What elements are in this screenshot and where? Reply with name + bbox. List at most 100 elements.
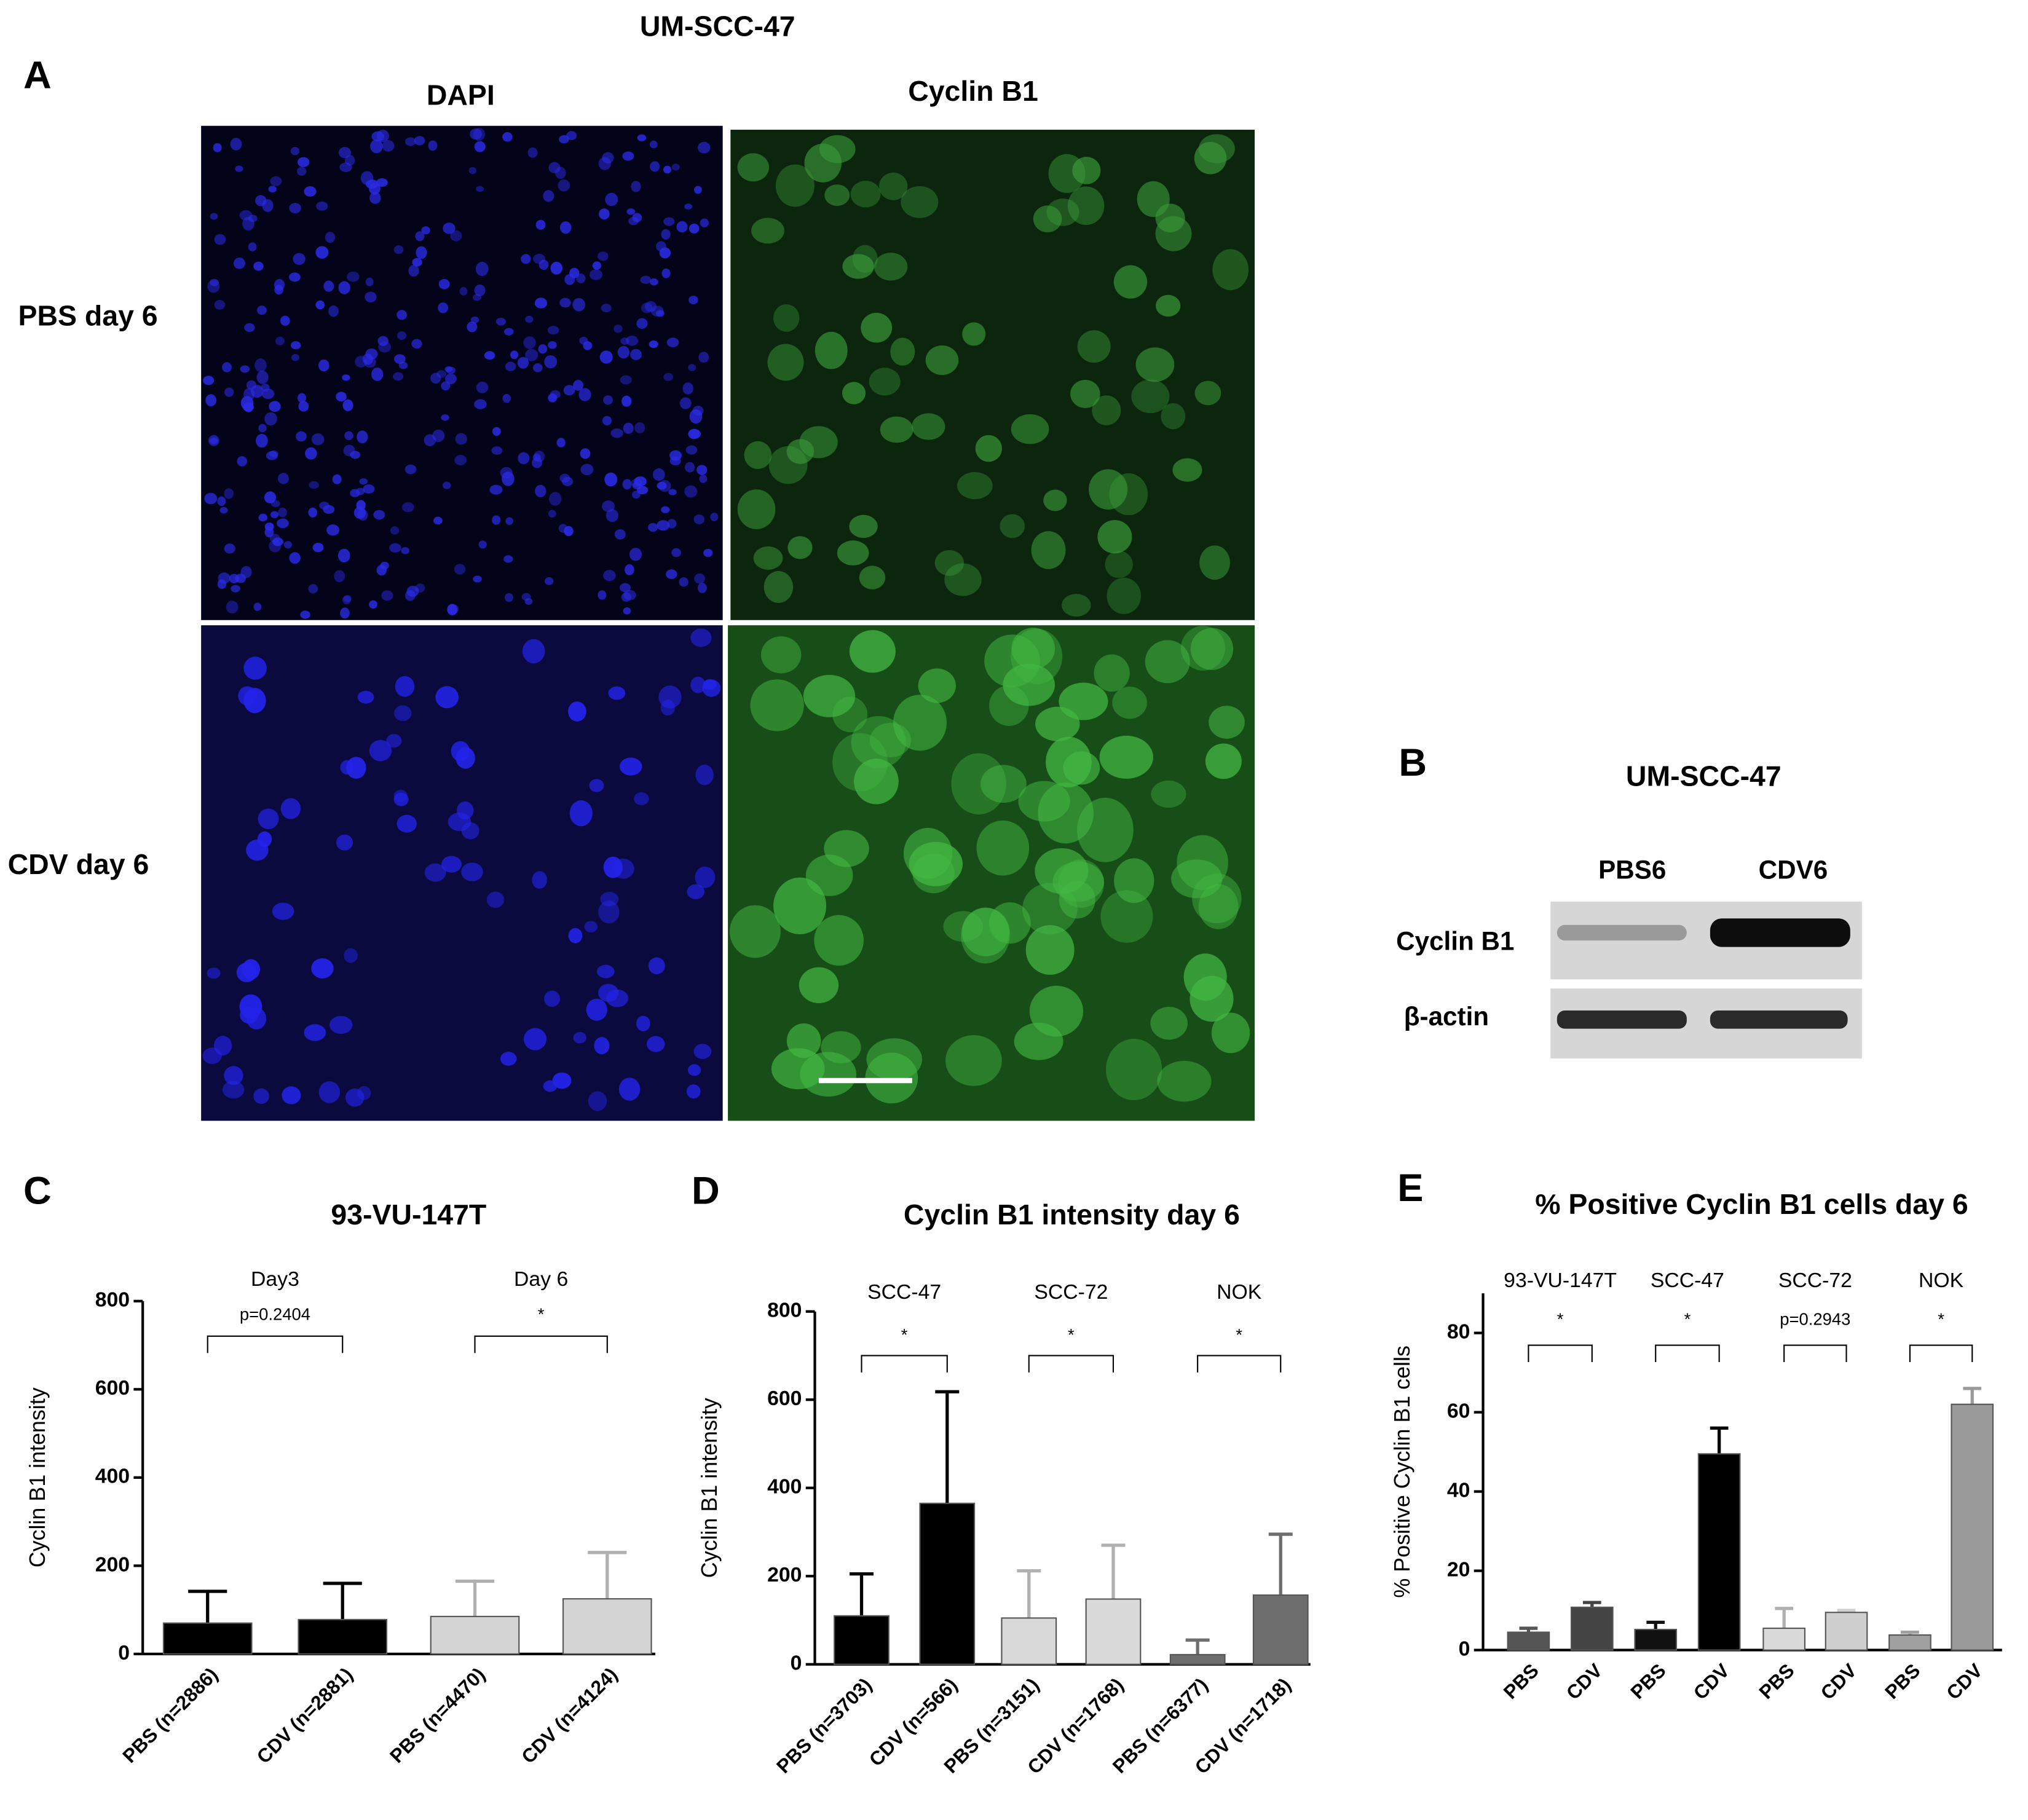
cell [269,401,281,412]
cell [699,474,708,483]
cell [559,297,571,308]
cell [634,792,649,806]
cell [1067,186,1105,226]
bar [919,1502,976,1665]
cell [365,348,378,360]
cell [253,261,264,271]
cell [961,907,1010,964]
significance-label: * [1068,1325,1075,1344]
cell [377,336,389,346]
bar [1169,1653,1226,1665]
group-label: SCC-72 [1778,1269,1852,1292]
cell [280,798,301,819]
cell [297,157,310,167]
cell [1048,154,1086,193]
cell [304,186,317,197]
cell [280,315,290,326]
cell [943,911,984,942]
cell [799,967,839,1004]
cell [621,395,632,407]
cell [475,261,489,277]
cell [381,590,393,601]
cell [636,1015,650,1031]
cell [688,223,700,234]
cell [851,715,906,768]
cell [832,733,888,792]
cell [679,577,688,587]
cell [342,595,351,605]
cell [269,540,282,553]
cell [441,856,462,873]
cell [656,241,666,252]
cell [573,1031,586,1044]
cell [461,862,483,881]
cell [671,163,680,171]
cell [703,548,713,557]
cell [369,192,381,204]
bar [1001,1617,1057,1665]
cell [203,376,215,385]
y-tick-label: 800 [767,1299,802,1322]
cell [934,550,965,576]
cell [535,484,546,498]
cell [264,522,274,531]
y-tick-label: 0 [791,1652,802,1675]
cell [1113,265,1148,299]
cell [404,137,416,146]
y-tick-label: 800 [95,1288,130,1312]
cell [548,162,561,173]
cell [340,607,350,619]
cell [401,502,414,513]
significance-bracket [1655,1344,1720,1363]
cell [272,902,294,920]
cell [456,747,475,769]
cell [318,1081,341,1103]
bar [1570,1606,1614,1651]
cell [874,253,908,281]
cell [257,305,267,315]
cell [650,278,658,286]
cell [799,426,838,459]
cell [650,161,660,172]
lane-label: PBS6 [1598,855,1666,884]
cell [737,153,769,182]
cell [1070,379,1100,408]
cell [224,1066,243,1085]
cell [393,792,409,806]
cell [510,350,519,360]
cell [275,336,285,345]
cell [744,441,772,469]
cell [1043,489,1067,511]
cell [366,179,379,189]
cell [344,431,353,441]
cell [599,208,610,220]
group-label: SCC-72 [1034,1280,1108,1304]
cell [393,705,412,722]
cell [1105,551,1133,578]
cell [340,760,354,775]
cell [393,354,406,364]
x-tick-label: PBS (n=2886) [118,1663,222,1767]
cell [447,604,459,615]
cell [1194,380,1221,406]
cell [414,136,425,146]
cell [821,1031,861,1063]
cell [545,577,554,585]
cell [814,915,864,966]
cell [592,261,601,270]
cell [256,370,269,384]
cell [1212,249,1249,291]
cell [548,393,558,403]
cell [975,435,1002,462]
cell [842,254,874,279]
y-tick-label: 40 [1447,1479,1470,1502]
cell [534,297,548,309]
cell [386,734,402,748]
cell [566,131,577,140]
cell [696,465,708,475]
significance-label: p=0.2943 [1780,1310,1850,1329]
band-label: β-actin [1404,1002,1489,1031]
cell [773,304,800,332]
cell [1046,199,1079,226]
